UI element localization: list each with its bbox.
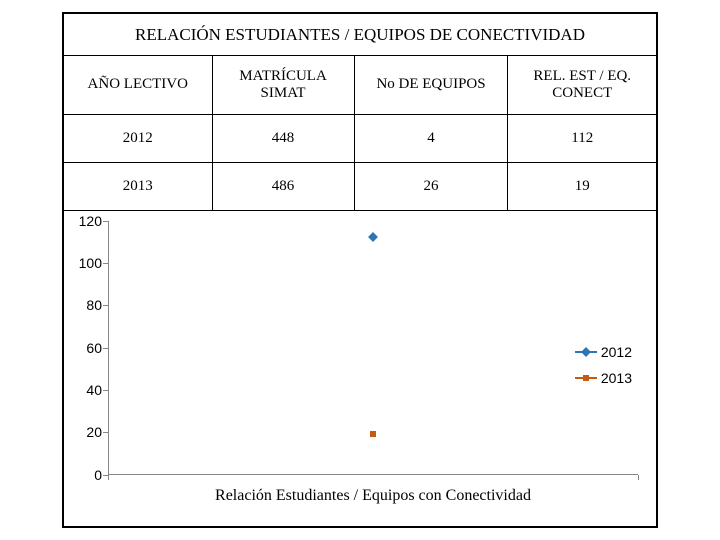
legend-line xyxy=(575,351,597,353)
y-tick-mark xyxy=(103,263,108,264)
col-header-1-line2: SIMAT xyxy=(261,85,306,101)
col-header-3-line2: CONECT xyxy=(552,85,612,101)
x-axis xyxy=(108,474,638,475)
col-header-3-line1: REL. EST / EQ. xyxy=(533,68,631,84)
legend-label: 2012 xyxy=(601,344,632,360)
legend-marker-icon xyxy=(583,375,589,381)
chart: 020406080100120 Relación Estudiantes / E… xyxy=(64,211,656,519)
legend: 2012 2013 xyxy=(575,334,632,396)
col-header-0-text: AÑO LECTIVO xyxy=(88,76,188,92)
cell: 26 xyxy=(354,162,508,210)
cell: 112 xyxy=(508,114,656,162)
cell: 486 xyxy=(212,162,354,210)
cell: 19 xyxy=(508,162,656,210)
y-tick-mark xyxy=(103,390,108,391)
legend-item: 2013 xyxy=(575,370,632,386)
data-table: AÑO LECTIVO MATRÍCULA SIMAT No DE EQUIPO… xyxy=(64,56,656,211)
plot-area: 020406080100120 xyxy=(108,221,638,475)
legend-label: 2013 xyxy=(601,370,632,386)
col-header-3: REL. EST / EQ. CONECT xyxy=(508,56,656,114)
cell: 448 xyxy=(212,114,354,162)
y-tick-label: 100 xyxy=(68,255,102,271)
legend-line xyxy=(575,377,597,379)
y-tick-label: 120 xyxy=(68,213,102,229)
col-header-0: AÑO LECTIVO xyxy=(64,56,212,114)
data-marker xyxy=(368,232,378,242)
y-tick-label: 20 xyxy=(68,424,102,440)
cell: 2012 xyxy=(64,114,212,162)
y-tick-label: 40 xyxy=(68,382,102,398)
frame: RELACIÓN ESTUDIANTES / EQUIPOS DE CONECT… xyxy=(62,12,658,528)
col-header-1: MATRÍCULA SIMAT xyxy=(212,56,354,114)
y-tick-mark xyxy=(103,221,108,222)
col-header-2-text: No DE EQUIPOS xyxy=(376,76,485,92)
y-tick-mark xyxy=(103,305,108,306)
x-axis-category: Relación Estudiantes / Equipos con Conec… xyxy=(108,487,638,505)
table-row: 20134862619 xyxy=(64,162,656,210)
x-tick-mark xyxy=(108,475,109,480)
table-row: 20124484112 xyxy=(64,114,656,162)
y-tick-label: 0 xyxy=(68,467,102,483)
legend-item: 2012 xyxy=(575,344,632,360)
cell: 4 xyxy=(354,114,508,162)
y-tick-mark xyxy=(103,348,108,349)
y-axis xyxy=(108,221,109,475)
y-tick-mark xyxy=(103,432,108,433)
col-header-1-line1: MATRÍCULA xyxy=(239,68,327,84)
legend-marker-icon xyxy=(581,347,591,357)
y-tick-label: 80 xyxy=(68,297,102,313)
cell: 2013 xyxy=(64,162,212,210)
y-tick-label: 60 xyxy=(68,340,102,356)
x-tick-mark xyxy=(638,475,639,480)
data-marker xyxy=(370,431,376,437)
col-header-2: No DE EQUIPOS xyxy=(354,56,508,114)
table-title: RELACIÓN ESTUDIANTES / EQUIPOS DE CONECT… xyxy=(64,14,656,56)
